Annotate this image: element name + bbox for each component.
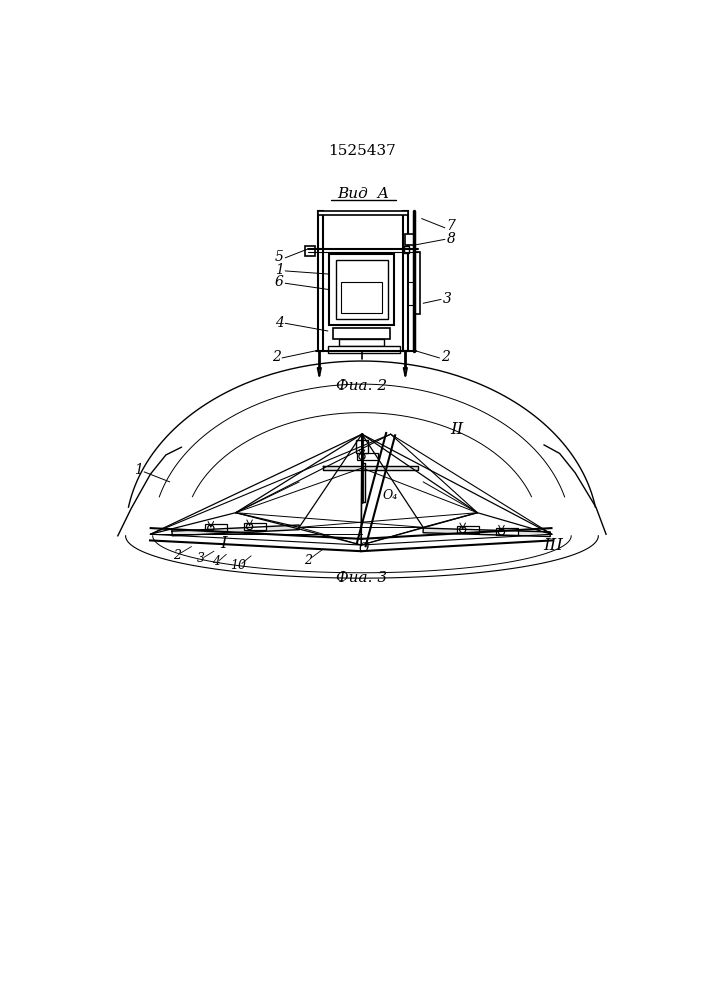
Bar [457,526,479,533]
Text: 2: 2 [304,554,312,567]
Bar [414,252,420,314]
Bar [404,246,409,253]
Bar [356,453,378,460]
Text: 3: 3 [443,292,452,306]
Text: Фиа. 2: Фиа. 2 [337,379,387,393]
Bar [496,528,518,535]
Bar [206,524,227,531]
Text: 10: 10 [230,559,246,572]
Text: 7: 7 [446,219,455,233]
Bar [341,282,382,313]
Bar [336,260,387,319]
Text: 3: 3 [197,552,205,565]
Text: 6: 6 [275,275,284,289]
Text: 1: 1 [134,463,144,477]
Bar [403,211,409,351]
Text: I: I [221,535,228,552]
Circle shape [460,527,466,533]
Text: III: III [544,537,563,554]
Bar [305,246,315,256]
Circle shape [359,453,365,460]
Bar [317,211,323,351]
Bar [405,234,414,245]
Bar [329,254,394,325]
Bar [333,328,390,339]
Polygon shape [362,463,365,502]
Text: II: II [450,421,463,438]
Text: Фиа. 3: Фиа. 3 [337,571,387,585]
Circle shape [247,523,252,530]
Bar [244,523,266,530]
Text: O₄: O₄ [383,489,398,502]
Polygon shape [172,525,299,536]
Text: 8: 8 [446,232,455,246]
Text: 2: 2 [441,350,450,364]
Text: 1525437: 1525437 [328,144,396,158]
Bar [317,211,409,215]
Bar [339,339,385,346]
Polygon shape [423,528,550,537]
Text: 2: 2 [173,549,182,562]
Bar [356,440,368,453]
Bar [328,346,400,353]
Text: 4: 4 [212,555,221,568]
Text: 1: 1 [275,263,284,277]
Text: O: O [358,542,368,555]
Text: 5: 5 [275,250,284,264]
Polygon shape [323,466,418,470]
Circle shape [208,525,214,531]
Text: 4: 4 [275,316,284,330]
Text: Вид  А: Вид А [337,187,390,201]
Text: 2: 2 [271,350,281,364]
Circle shape [498,529,505,535]
